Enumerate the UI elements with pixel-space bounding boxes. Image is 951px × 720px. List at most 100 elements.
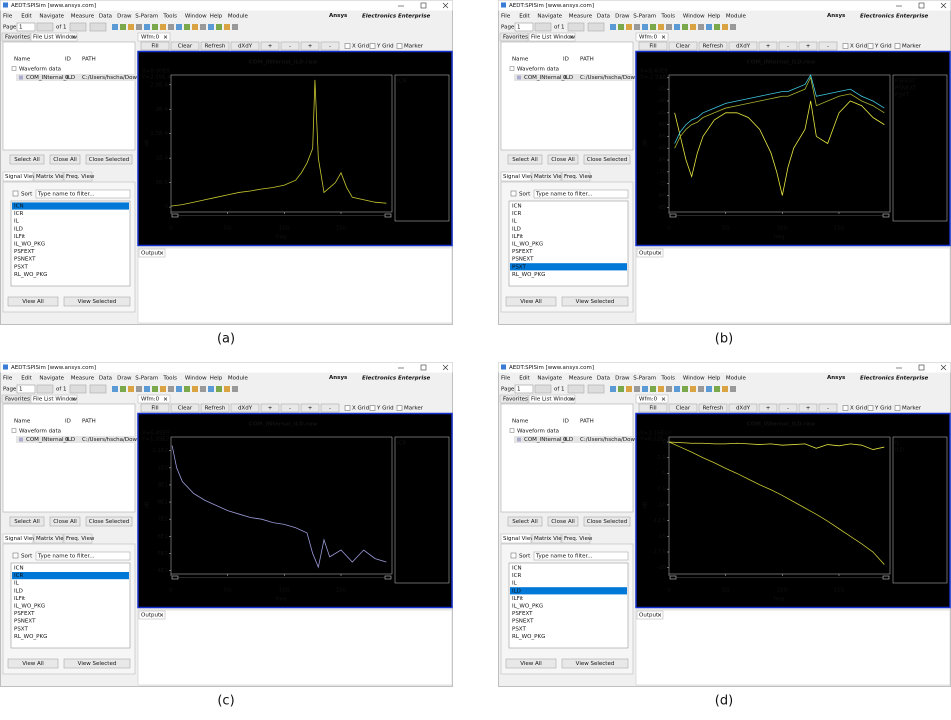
button[interactable] bbox=[85, 154, 133, 165]
tool-icon[interactable] bbox=[192, 24, 198, 30]
button-label[interactable]: Fill bbox=[151, 44, 159, 50]
button-label[interactable]: Fill bbox=[649, 44, 657, 50]
button-label[interactable]: + bbox=[308, 406, 313, 412]
filter-input[interactable] bbox=[533, 551, 629, 561]
toolbar-button[interactable] bbox=[818, 41, 838, 51]
tool-icon[interactable] bbox=[650, 386, 656, 392]
tab[interactable] bbox=[1, 32, 31, 42]
tool-icon[interactable] bbox=[690, 386, 696, 392]
sort-checkbox[interactable] bbox=[12, 190, 19, 197]
signal-item[interactable]: IL_WO_PKG bbox=[512, 604, 543, 610]
tab-active[interactable] bbox=[138, 248, 166, 258]
tool-icon[interactable] bbox=[208, 24, 214, 30]
tool-icon[interactable] bbox=[682, 386, 688, 392]
signal-item[interactable]: IL_WO_PKG bbox=[14, 242, 45, 248]
tool-icon[interactable] bbox=[184, 24, 190, 30]
button-label[interactable]: Close Selected bbox=[89, 157, 130, 163]
tab-label[interactable]: Favorites bbox=[503, 35, 528, 41]
toolbar-button[interactable] bbox=[758, 403, 778, 413]
tool-icon[interactable] bbox=[706, 386, 712, 392]
button-label[interactable]: + bbox=[766, 44, 771, 50]
page-input[interactable] bbox=[514, 22, 534, 32]
menu-item[interactable]: Help bbox=[210, 14, 223, 20]
button-label[interactable]: View All bbox=[520, 299, 542, 305]
tool-icon[interactable] bbox=[626, 386, 632, 392]
signal-item[interactable]: ILD bbox=[512, 226, 521, 232]
toolbar-button[interactable] bbox=[668, 403, 698, 413]
signal-item[interactable]: ILD bbox=[512, 588, 521, 594]
button-label[interactable]: + bbox=[268, 44, 273, 50]
checkbox[interactable] bbox=[369, 405, 376, 411]
menu-item[interactable]: File bbox=[3, 376, 13, 382]
button[interactable] bbox=[583, 516, 631, 527]
tool-icon[interactable] bbox=[730, 24, 736, 30]
tool-icon[interactable] bbox=[160, 386, 166, 392]
checkbox-label[interactable]: X Grid bbox=[850, 44, 867, 50]
tab-active[interactable] bbox=[636, 610, 664, 620]
tab-label[interactable]: Freq. View bbox=[564, 174, 593, 180]
tab-label[interactable]: Matrix View bbox=[36, 174, 69, 180]
tab-label[interactable]: Freq. View bbox=[66, 536, 95, 542]
nav-button[interactable] bbox=[89, 22, 107, 32]
menu-item[interactable]: Navigate bbox=[537, 14, 562, 20]
signal-item[interactable]: ILD bbox=[14, 226, 23, 232]
nav-button[interactable] bbox=[587, 22, 605, 32]
checkbox-label[interactable]: X Grid bbox=[352, 44, 369, 50]
signal-item[interactable]: PSNEXT bbox=[14, 257, 36, 263]
tab[interactable] bbox=[531, 171, 562, 182]
tab-label[interactable]: Wfm:0 bbox=[141, 397, 160, 403]
checkbox-label[interactable]: Marker bbox=[902, 406, 922, 412]
tab-label[interactable]: Output bbox=[141, 613, 161, 619]
menu-item[interactable]: Draw bbox=[117, 376, 132, 382]
tab-active[interactable] bbox=[635, 32, 669, 42]
menu-item[interactable]: Measure bbox=[71, 376, 95, 382]
button[interactable] bbox=[547, 154, 579, 165]
menu-item[interactable]: Navigate bbox=[537, 376, 562, 382]
tool-icon[interactable] bbox=[698, 386, 704, 392]
toolbar-button[interactable] bbox=[320, 41, 340, 51]
checkbox-label[interactable]: Y Grid bbox=[376, 44, 394, 50]
menu-item[interactable]: Data bbox=[597, 376, 610, 382]
menu-item[interactable]: Help bbox=[708, 14, 721, 20]
checkbox-label[interactable]: Y Grid bbox=[874, 44, 892, 50]
toolbar-button[interactable] bbox=[300, 403, 320, 413]
tool-icon[interactable] bbox=[200, 386, 206, 392]
tab-label[interactable]: File List Window bbox=[33, 35, 78, 41]
button-label[interactable]: - bbox=[827, 406, 829, 412]
nav-button[interactable] bbox=[69, 384, 87, 394]
tab-label[interactable]: Favorites bbox=[5, 397, 30, 403]
signal-item[interactable]: PSXT bbox=[512, 264, 526, 270]
file-row[interactable] bbox=[514, 74, 632, 81]
toolbar-button[interactable] bbox=[638, 403, 668, 413]
page-input[interactable] bbox=[16, 384, 36, 394]
button-label[interactable]: Refresh bbox=[205, 406, 226, 412]
tab[interactable] bbox=[499, 394, 529, 404]
tool-icon[interactable] bbox=[634, 24, 640, 30]
tool-icon[interactable] bbox=[216, 24, 222, 30]
menu-item[interactable]: File bbox=[501, 376, 511, 382]
page-input[interactable] bbox=[514, 384, 534, 394]
sort-checkbox[interactable] bbox=[510, 190, 517, 197]
button-label[interactable]: Select All bbox=[512, 519, 538, 525]
signal-item[interactable]: PSXT bbox=[14, 264, 28, 270]
toolbar-button[interactable] bbox=[280, 403, 300, 413]
tool-icon[interactable] bbox=[192, 386, 198, 392]
signal-item[interactable]: IL_WO_PKG bbox=[14, 604, 45, 610]
button-label[interactable]: Close All bbox=[53, 157, 77, 163]
tool-icon[interactable] bbox=[136, 24, 142, 30]
tool-icon[interactable] bbox=[722, 24, 728, 30]
signal-item[interactable]: IL bbox=[14, 219, 20, 225]
tab-active[interactable] bbox=[137, 32, 171, 42]
tab-label[interactable]: Wfm:0 bbox=[639, 397, 658, 403]
file-row[interactable] bbox=[16, 436, 134, 443]
menu-item[interactable]: Window bbox=[683, 376, 705, 382]
menu-item[interactable]: S-Param bbox=[633, 14, 656, 20]
tab[interactable] bbox=[561, 171, 591, 182]
toolbar-button[interactable] bbox=[778, 41, 798, 51]
button-label[interactable]: Select All bbox=[512, 157, 538, 163]
button-label[interactable]: + bbox=[806, 406, 811, 412]
button[interactable] bbox=[7, 296, 59, 307]
checkbox-label[interactable]: X Grid bbox=[352, 406, 369, 412]
maximize-button[interactable] bbox=[918, 2, 925, 9]
tool-icon[interactable] bbox=[160, 24, 166, 30]
